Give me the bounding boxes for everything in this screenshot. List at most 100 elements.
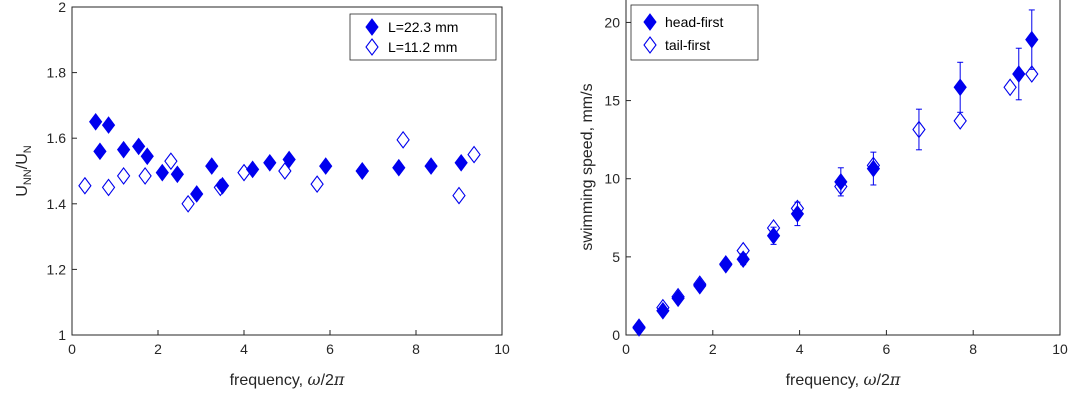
data-point-open [237,163,251,182]
data-point-open [866,156,881,175]
data-point-open [736,241,750,260]
data-point-filled [93,142,107,161]
data-point-open [656,298,670,317]
y-axis-label-left: UNN/UN [14,145,34,196]
data-point-filled [656,301,670,320]
legend-marker-filled [365,18,379,36]
data-point-open [953,111,967,130]
y-tick-label: 1.2 [47,261,67,277]
data-point-open [278,162,292,180]
y-tick-label: 20 [604,14,620,30]
panel-right: 0 2 4 6 8 10 0 5 10 15 20 frequency, ω/2π swimmin… [579,0,1068,389]
data-point-filled [116,140,131,159]
data-point-open [101,178,116,197]
x-tick-label: 8 [969,341,977,357]
y-axis-label-right: swimming speed, mm/s [579,83,596,250]
data-point-filled [392,158,406,177]
y-ticks-left: 1 1.2 1.4 1.6 1.8 2 [47,0,77,343]
x-tick-label: 0 [68,341,76,357]
data-point-filled [454,153,468,172]
data-point-filled [1025,30,1039,49]
data-point-filled [155,163,169,182]
data-point-filled [263,153,277,172]
legend-marker-filled [643,13,657,31]
x-axis-label-left: frequency, ω/2π [230,370,345,389]
y-ticks-right: 0 5 10 15 20 [604,14,631,343]
data-point-open [181,194,195,213]
data-point-open [355,162,369,180]
y-tick-label: 15 [604,93,620,109]
y-tick-label: 0 [612,327,620,343]
x-tick-label: 6 [326,341,334,357]
data-point-open [310,175,324,194]
x-ticks-right: 0 2 4 6 8 10 [622,330,1068,357]
y-tick-label: 5 [612,249,620,265]
data-point-open [693,275,707,294]
data-point-open [834,177,848,196]
y-tick-label: 1.4 [47,196,67,212]
legend-right: head-first tail-first [630,4,759,61]
data-point-filled [89,112,103,131]
markers-left [78,112,481,213]
x-tick-label: 8 [412,341,420,357]
x-tick-label: 2 [154,341,162,357]
data-point-open [1003,78,1017,97]
data-point-filled [693,276,707,295]
data-point-filled [140,147,154,166]
x-tick-label: 4 [240,341,248,357]
y-tick-label: 1.8 [47,65,67,81]
data-point-open [790,199,805,218]
y-tick-label: 1 [58,327,66,343]
data-point-filled [953,78,967,97]
panel-left: 0 2 4 6 8 10 1 1.2 1.4 1.6 1.8 2 frequency, ω/2π U… [14,0,510,389]
error-bar [915,108,922,151]
y-tick-label: 1.6 [47,130,67,146]
data-point-open [912,120,926,139]
data-point-open [138,167,152,185]
data-point-filled [319,157,333,175]
x-ticks-left: 0 2 4 6 8 10 [68,330,510,357]
x-tick-label: 0 [622,341,630,357]
data-point-open [632,318,646,337]
data-point-filled [671,289,685,308]
data-point-filled [101,116,116,134]
data-point-filled [834,173,848,191]
x-tick-label: 2 [709,341,717,357]
data-point-open [78,176,92,195]
data-point-filled [170,165,184,184]
data-point-open [116,167,131,185]
data-point-open [467,145,481,164]
data-point-filled [866,159,881,178]
data-point-open [452,186,466,205]
data-point-open [213,178,228,197]
data-point-open [719,255,733,274]
x-tick-label: 4 [796,341,804,357]
data-point-open [766,219,781,237]
legend-label-series-1: head-first [665,14,723,30]
legend-marker-open [643,36,657,54]
y-tick-label: 10 [604,171,620,187]
data-point-open [671,287,685,306]
data-point-filled [190,185,204,203]
x-axis-label-right: frequency, ω/2π [786,370,901,389]
data-point-filled [282,150,296,169]
legend-label-series-2: L=11.2 mm [388,39,457,55]
legend-left: L=22.3 mm L=11.2 mm [349,13,497,61]
data-point-filled [215,176,230,195]
data-point-open [1025,65,1039,83]
data-point-open [164,152,178,171]
x-tick-label: 10 [494,341,510,357]
legend-label-series-1: L=22.3 mm [388,19,458,35]
data-point-filled [132,137,146,156]
data-point-filled [424,157,438,175]
y-tick-label: 2 [58,0,66,15]
data-point-filled [205,157,219,175]
markers-right [632,30,1039,337]
legend-marker-open [365,38,379,56]
x-tick-label: 6 [883,341,891,357]
legend-label-series-2: tail-first [665,37,710,53]
data-point-filled [1012,65,1026,83]
x-tick-label: 10 [1052,341,1068,357]
data-point-open [396,130,410,149]
